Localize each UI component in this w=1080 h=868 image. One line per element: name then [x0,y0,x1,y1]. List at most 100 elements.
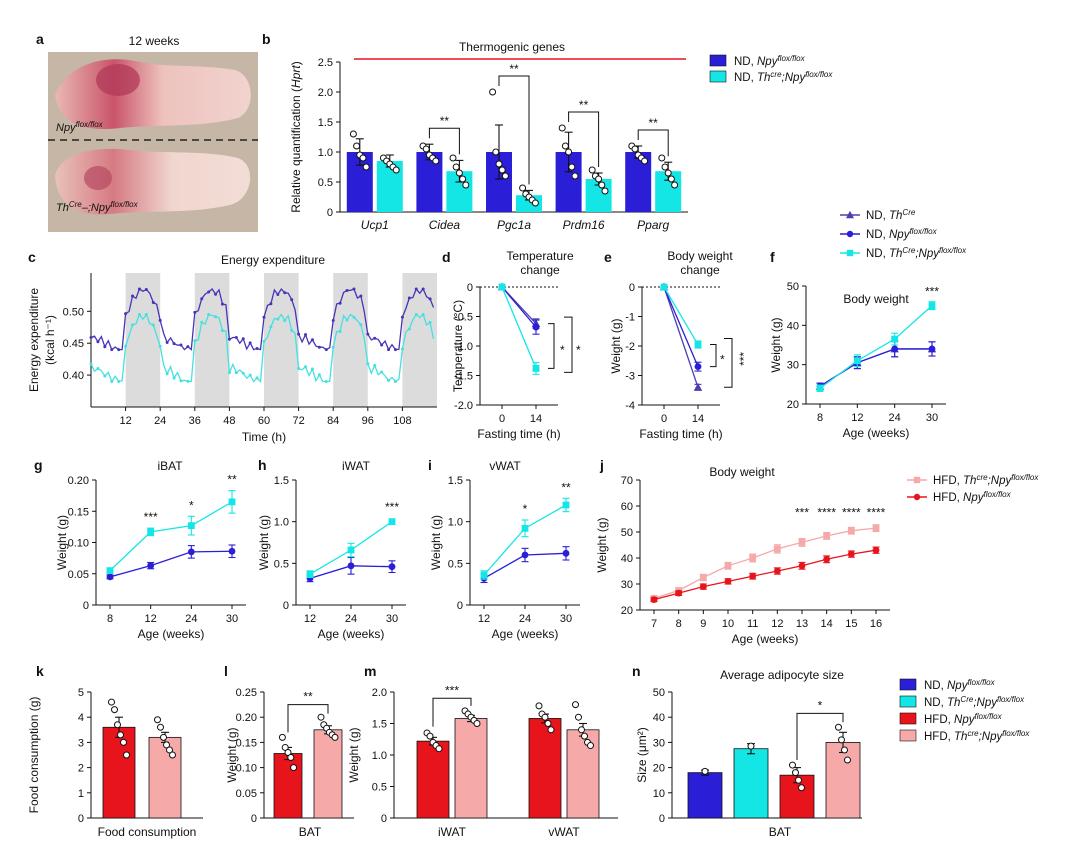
data-point-circle [699,583,707,590]
series-line [90,313,435,383]
legend-b: ND, Npyflox/flox ND, Thcre;Npyflox/flox [709,54,833,84]
y-tick-label: 20 [621,605,633,617]
significance-label: * [560,343,565,357]
data-point [248,341,252,345]
x-tick-label: 24 [185,613,197,625]
series-line [653,549,877,601]
data-point [276,292,280,296]
legend-label: HFD, Npyflox/flox [924,712,1003,726]
legend-label: ND, Thcre;Npyflox/flox [734,70,833,84]
panel-label-b: b [262,31,271,47]
x-tick-label: 0 [661,413,667,425]
y-tick-label: 20 [787,399,799,411]
data-point [421,312,425,316]
bar [102,726,136,819]
data-point-square [521,524,529,532]
data-point [89,335,93,339]
panel-label-n: n [632,663,641,679]
y-tick-label: 1.5 [372,719,387,731]
dark-period [194,273,230,407]
dark-period [402,273,437,407]
photo-label-bottom: ThCre–;Npyflox/flox [56,200,139,214]
data-point-square [846,249,854,257]
y-tick-label: -2 [625,341,635,353]
data-point [297,367,301,371]
individual-point [489,88,497,96]
data-point [131,323,135,327]
data-point [179,379,183,383]
y-tick-label: 30 [621,579,633,591]
series-line [819,348,932,387]
individual-point [841,746,848,754]
y-tick-label: 4 [78,712,84,724]
y-tick-label: 0 [457,600,463,612]
individual-point [792,769,799,777]
panel-a: a 12 weeks Npyflox/flox ThCre–;Npyflox/f… [36,31,258,232]
x-tick-label: 12 [304,613,316,625]
individual-point [426,732,434,740]
panel-g: g iBAT 0 0.05 0.10 0.15 0.20 8 12 24 30 Age (weeks)… [34,457,246,641]
data-point [269,302,273,306]
x-tick-label: 13 [796,618,808,630]
data-point [144,288,148,292]
x-tick-label: 30 [926,412,938,424]
data-point-circle [187,548,195,556]
data-point-circle [928,345,936,353]
individual-point [558,124,566,132]
data-point [421,287,425,291]
data-point-circle [228,547,236,555]
y-axis-label: Relative quantification (Hprt) [289,61,303,212]
x-tick-label: 11 [747,618,758,630]
x-axis-label: Food consumption [98,825,197,839]
individual-point [631,145,639,153]
chart-title: Average adipocyte size [720,668,844,682]
individual-point [432,157,440,165]
data-point [234,336,238,340]
individual-point [157,723,164,731]
data-point [248,373,252,377]
legend-label: ND, ThCre;Npyflox/flox [924,695,1025,709]
data-point [124,312,128,316]
significance-label: ** [303,690,313,704]
individual-point [163,741,170,749]
x-axis-label: BAT [769,825,792,839]
panel-label-a: a [36,31,44,47]
significance-bracket [428,127,460,155]
x-tick-label: Pparg [637,218,669,232]
legend-label: ND, Npyflox/flox [734,54,806,68]
data-point-square [532,365,540,372]
individual-point [154,716,161,724]
x-axis-label: BAT [299,825,322,839]
individual-point [844,756,851,764]
individual-point [835,723,842,731]
x-tick-label: 24 [345,613,357,625]
significance-bracket [568,111,600,167]
y-tick-label: 40 [787,320,799,332]
individual-point [117,731,124,739]
individual-point [353,142,361,150]
data-point [227,337,231,341]
legend-swatch [709,70,727,83]
y-axis-label: Weight (g) [595,517,609,572]
individual-point [795,776,802,784]
individual-point [362,163,370,171]
y-tick-label: 0.05 [68,569,89,581]
individual-point [452,163,460,171]
data-point-square [147,528,155,536]
y-tick-label: 2 [78,763,84,775]
data-point [110,348,114,352]
y-tick-label: 1.0 [274,517,289,529]
series-line [109,550,233,578]
data-point-square [388,518,396,526]
individual-point [459,175,467,183]
data-point [220,302,224,306]
y-tick-label: -1.5 [454,371,473,383]
panel-label-f: f [770,249,775,265]
bar [313,729,343,819]
data-point [96,367,100,371]
data-point-square [798,539,806,546]
x-tick-label: 12 [771,618,783,630]
data-point [214,315,218,319]
